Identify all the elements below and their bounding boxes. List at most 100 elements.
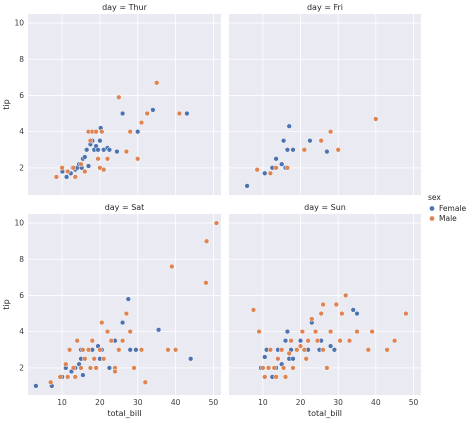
point-male [87, 138, 94, 144]
legend-marker-male [429, 215, 435, 222]
point-male [135, 156, 141, 162]
panel-title: day = Fri [307, 3, 343, 12]
point-male [279, 347, 285, 353]
point-male [119, 338, 126, 344]
point-male [57, 374, 63, 380]
y-tick-label: 10 [14, 19, 24, 28]
point-male [288, 338, 294, 344]
point-male [123, 310, 130, 317]
point-female [354, 310, 360, 317]
point-male [66, 347, 73, 353]
x-tick-label: 40 [371, 398, 381, 407]
point-male [104, 328, 111, 335]
y-tick-label: 2 [19, 163, 24, 172]
point-female [125, 296, 131, 302]
point-male [127, 129, 133, 135]
point-male [78, 365, 84, 371]
point-female [84, 147, 90, 153]
point-male [87, 365, 94, 371]
point-female [273, 156, 279, 162]
point-male [116, 347, 122, 353]
point-male [112, 368, 118, 375]
point-male [203, 280, 209, 286]
point-male [275, 356, 281, 362]
point-male [369, 328, 375, 335]
point-male [127, 328, 133, 335]
point-male [284, 165, 291, 171]
point-male [267, 170, 274, 176]
point-male [176, 110, 183, 117]
point-male [108, 338, 114, 344]
point-male [327, 328, 334, 335]
point-male [318, 310, 324, 317]
point-male [282, 374, 289, 380]
point-female [284, 147, 291, 153]
point-female [63, 174, 70, 180]
point-female [244, 183, 250, 189]
point-male [95, 156, 101, 162]
point-female [282, 338, 289, 344]
point-male [280, 365, 287, 371]
point-female [119, 110, 126, 117]
point-female [324, 148, 330, 155]
point-male [256, 328, 262, 335]
y-tick-label: 10 [14, 219, 24, 228]
point-female [280, 138, 287, 144]
y-tick-label: 2 [19, 363, 24, 372]
point-female [80, 372, 86, 378]
point-male [138, 347, 145, 353]
x-tick-label: 30 [133, 398, 143, 407]
point-female [262, 354, 268, 360]
point-male [312, 328, 319, 335]
point-male [343, 292, 349, 299]
panel-title: day = Sat [105, 203, 145, 212]
point-male [97, 347, 103, 353]
point-male [333, 301, 339, 308]
point-female [188, 356, 194, 362]
point-female [95, 147, 101, 153]
point-female [290, 147, 296, 153]
point-male [142, 379, 148, 385]
point-male [78, 161, 84, 167]
point-male [89, 338, 95, 344]
point-female [106, 147, 113, 153]
point-male [104, 156, 111, 162]
point-female [155, 327, 162, 333]
facet-panel-4: day = Sun 10 20 30 40 50 total_bill [229, 203, 421, 418]
point-male [74, 338, 80, 344]
point-male [335, 147, 341, 153]
point-male [99, 129, 105, 135]
legend-label-female: Female [439, 204, 467, 213]
point-male [403, 310, 409, 317]
point-male [309, 316, 315, 322]
point-male [273, 165, 279, 171]
x-tick-label: 50 [209, 398, 219, 407]
point-male [301, 347, 307, 353]
point-male [324, 365, 330, 371]
point-male [290, 365, 296, 371]
point-male [262, 374, 268, 380]
point-male [354, 328, 360, 335]
point-female [97, 138, 103, 144]
legend-marker-female [429, 205, 435, 212]
point-male [70, 365, 77, 371]
legend-title: sex [428, 193, 441, 202]
x-tick-label: 10 [258, 398, 268, 407]
point-female [133, 347, 139, 353]
x-tick-label: 50 [409, 398, 419, 407]
point-male [320, 301, 326, 308]
x-tick-label: 30 [333, 398, 343, 407]
point-male [72, 174, 78, 180]
point-male [93, 365, 99, 371]
point-male [53, 174, 60, 180]
y-tick-label: 6 [19, 291, 24, 300]
point-male [286, 350, 292, 357]
point-female [327, 343, 334, 349]
point-male [365, 347, 371, 353]
point-male [154, 80, 160, 86]
point-male [314, 338, 321, 344]
point-female [33, 383, 39, 389]
point-male [271, 365, 277, 371]
point-female [184, 110, 190, 117]
y-tick-label: 4 [19, 127, 24, 136]
